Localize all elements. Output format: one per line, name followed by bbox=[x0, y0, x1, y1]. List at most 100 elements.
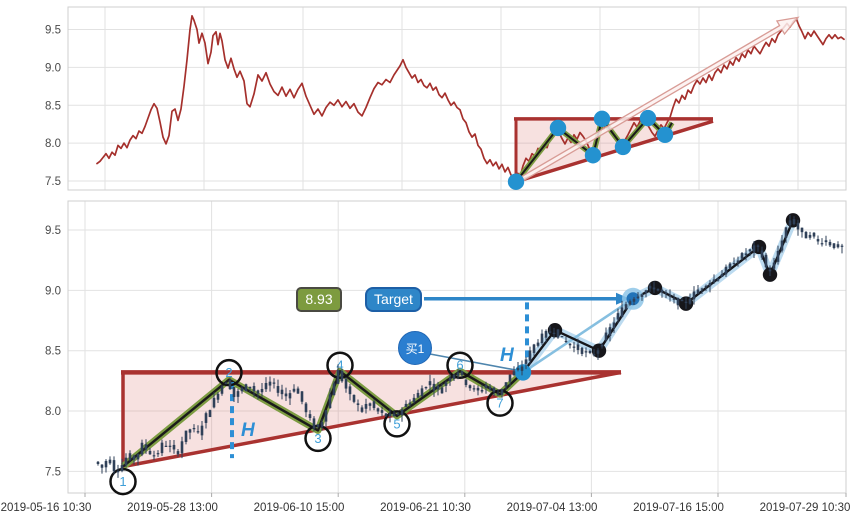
overview-panel: 9.5 9.0 8.5 8.0 7.5 bbox=[45, 6, 847, 191]
candle-body bbox=[140, 442, 144, 455]
candle-body bbox=[828, 241, 832, 246]
candle-body bbox=[516, 368, 520, 370]
candle-body bbox=[356, 403, 360, 406]
candle-body bbox=[616, 313, 620, 320]
target-badge: Target bbox=[365, 287, 422, 312]
candle-body bbox=[216, 393, 220, 400]
candle-body bbox=[820, 243, 824, 245]
candle-body bbox=[572, 346, 576, 348]
candle-body bbox=[604, 332, 608, 341]
x-axis: 2019-05-16 10:30 2019-05-28 13:00 2019-06-… bbox=[1, 493, 851, 514]
candle-body bbox=[728, 263, 732, 269]
candle-body bbox=[488, 386, 492, 390]
candle-body bbox=[564, 340, 568, 343]
price-line-series bbox=[96, 15, 845, 183]
triangle-support-line bbox=[515, 119, 714, 184]
x-axis-tick-label: 2019-07-04 13:00 bbox=[507, 502, 598, 514]
pivot-dot bbox=[614, 138, 632, 156]
candle-body bbox=[160, 442, 164, 454]
candle-body bbox=[260, 388, 264, 393]
candle-body bbox=[100, 464, 104, 468]
candle-body bbox=[180, 441, 184, 454]
candle-body bbox=[336, 369, 340, 384]
pivot-number: 6 bbox=[456, 358, 463, 373]
candle-body bbox=[272, 382, 276, 384]
candle-body bbox=[648, 285, 652, 289]
panel-border bbox=[67, 6, 847, 191]
candle-body bbox=[164, 445, 168, 447]
candle-body bbox=[740, 253, 744, 259]
candle-body bbox=[208, 410, 212, 417]
candle-body bbox=[732, 263, 736, 265]
candle-body bbox=[672, 298, 676, 300]
candle-body bbox=[280, 389, 284, 395]
candle-body bbox=[276, 386, 280, 393]
candle-body bbox=[200, 425, 204, 436]
height-h-label-left: H bbox=[241, 420, 255, 441]
candle-body bbox=[472, 388, 476, 390]
candle-body bbox=[368, 403, 372, 406]
candle-body bbox=[96, 461, 100, 465]
candle-body bbox=[408, 402, 412, 405]
candle-body bbox=[576, 344, 580, 350]
candle-body bbox=[168, 445, 172, 447]
candle-body bbox=[144, 444, 148, 450]
candle-body bbox=[660, 289, 664, 293]
candle-body bbox=[468, 385, 472, 389]
panel-border bbox=[67, 200, 847, 494]
candle-body bbox=[484, 384, 488, 389]
candle-body bbox=[188, 429, 192, 433]
pivot-dot bbox=[584, 147, 602, 164]
x-axis-tick-label: 2019-05-28 13:00 bbox=[127, 502, 218, 514]
x-axis-tick-label: 2019-07-29 10:30 bbox=[760, 502, 851, 514]
candle-body bbox=[620, 307, 624, 317]
candle-body bbox=[524, 359, 528, 364]
candle-body bbox=[632, 298, 636, 302]
candle-body bbox=[440, 387, 444, 394]
candle-body bbox=[428, 381, 432, 386]
y-axis-tick-label: 9.0 bbox=[45, 62, 61, 74]
candle-body bbox=[780, 240, 784, 251]
candle-body bbox=[412, 397, 416, 403]
pivot-circle bbox=[446, 351, 474, 379]
candle-body bbox=[344, 378, 348, 389]
candle-body bbox=[268, 381, 272, 386]
candle-body bbox=[568, 343, 572, 346]
candle-body bbox=[244, 384, 248, 392]
candle-body bbox=[652, 287, 656, 290]
candle-body bbox=[596, 350, 600, 354]
pivot-number: 7 bbox=[496, 396, 503, 411]
projection-arrow bbox=[515, 16, 800, 185]
candle-body bbox=[304, 403, 308, 413]
candle-body bbox=[256, 390, 260, 394]
candle-body bbox=[212, 397, 216, 408]
candle-body bbox=[500, 388, 504, 395]
candle-body bbox=[324, 410, 328, 422]
candle-body bbox=[136, 453, 140, 460]
detail-content: 1 2 3 4 5 6 7 bbox=[109, 213, 801, 496]
candle-body bbox=[532, 344, 536, 353]
candle-body bbox=[128, 453, 132, 460]
triangle-support-line bbox=[122, 370, 622, 469]
candle-body bbox=[640, 294, 644, 297]
candle-body bbox=[592, 354, 596, 356]
candle-body bbox=[204, 413, 208, 423]
candle-body bbox=[608, 327, 612, 337]
candle-body bbox=[712, 279, 716, 282]
candle-body bbox=[784, 227, 788, 238]
candle-body bbox=[464, 379, 468, 386]
pivot-circle bbox=[486, 389, 514, 417]
pivot-number: 1 bbox=[119, 474, 126, 489]
pivot-number: 5 bbox=[393, 416, 400, 431]
candle-body bbox=[804, 231, 808, 239]
candle-body bbox=[744, 253, 748, 256]
candle-body bbox=[708, 282, 712, 287]
candle-body bbox=[788, 220, 792, 226]
y-axis-tick-label: 8.0 bbox=[45, 406, 61, 418]
candle-body bbox=[544, 331, 548, 338]
candle-body bbox=[612, 322, 616, 328]
candle-body bbox=[248, 386, 252, 389]
candle-body bbox=[120, 465, 124, 472]
